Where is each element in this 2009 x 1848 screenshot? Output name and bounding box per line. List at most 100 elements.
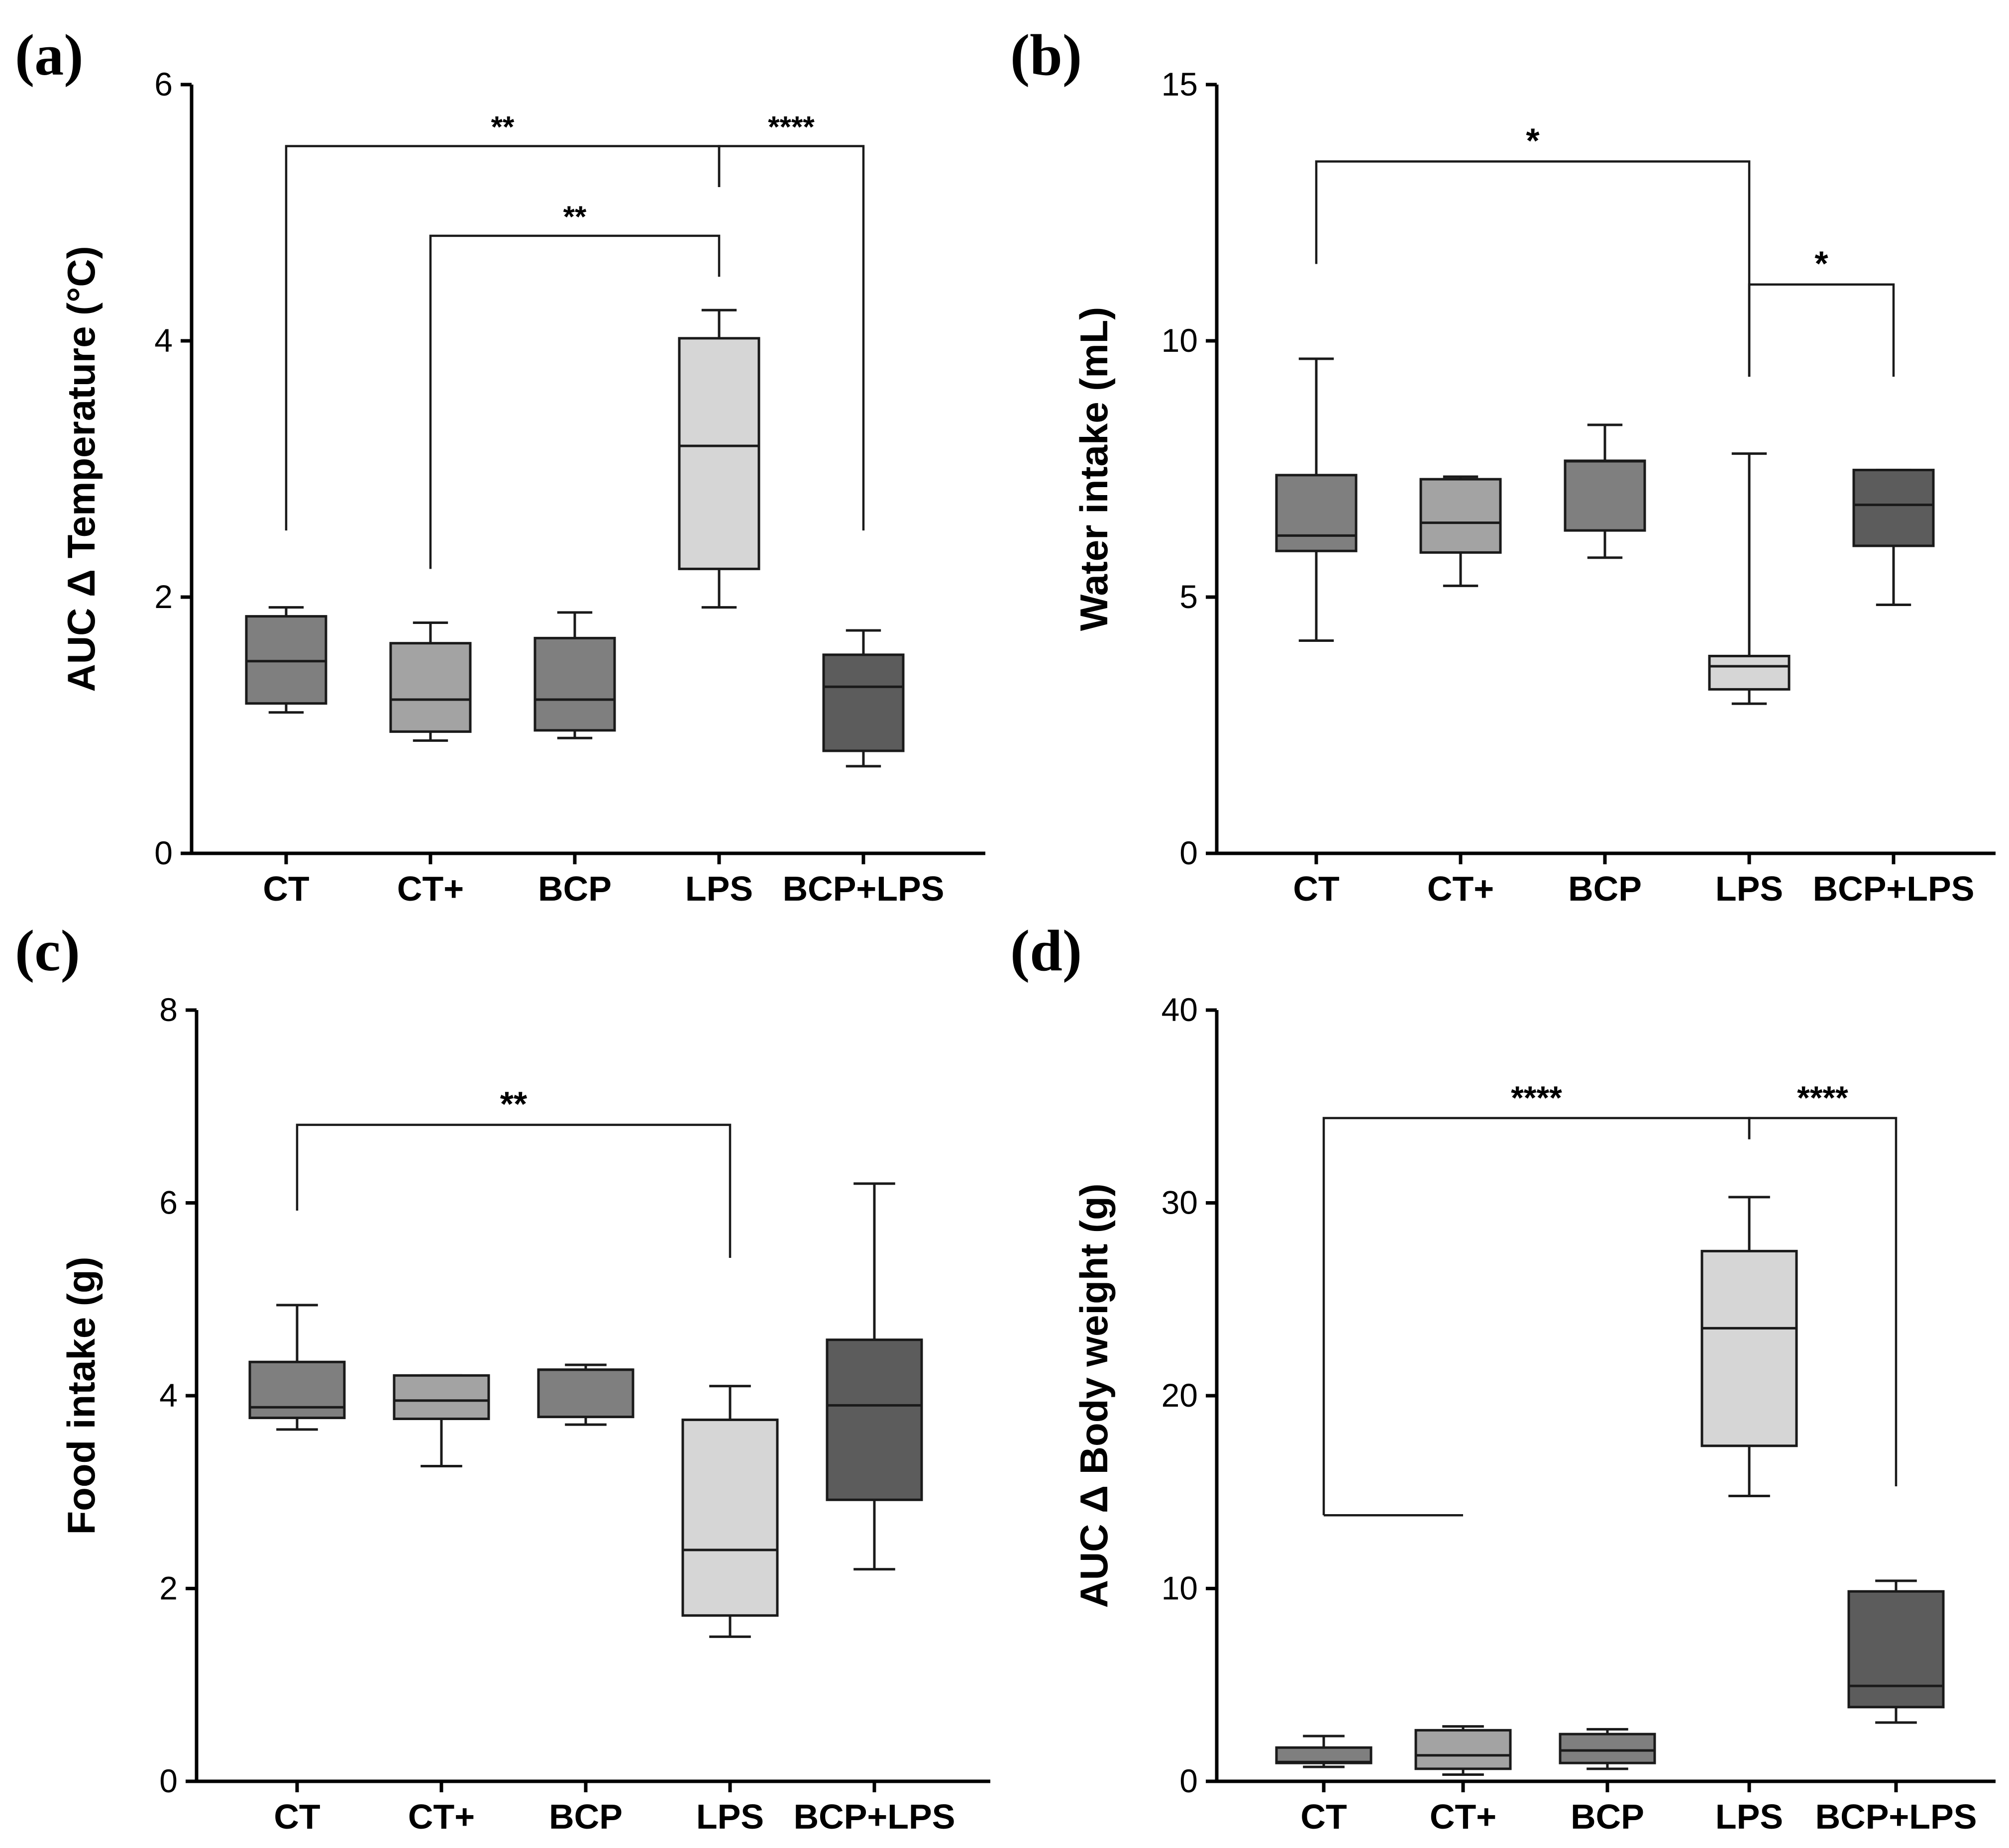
bracket-line — [1748, 283, 1895, 377]
x-tick-label-bcp: BCP — [538, 869, 612, 908]
panel-label: (b) — [1010, 22, 1082, 88]
x-tick-label-bcp: BCP — [1571, 1797, 1644, 1836]
panel-c: (c) Food intake (g) 0 2 4 6 8 CT CT+ BCP LPS BCP+LP… — [15, 918, 990, 1836]
iqr-box — [1414, 1729, 1512, 1770]
y-tick-label: 6 — [154, 66, 173, 103]
x-tick-label-ct: CT — [1300, 1797, 1347, 1836]
bracket-line — [285, 145, 721, 531]
x-tick-label-bcp-pluslps: BCP+LPS — [794, 1797, 955, 1836]
box-bcp-pluslps — [1852, 469, 1935, 606]
significance-bracket: **** — [1322, 1079, 1751, 1517]
box-ct — [1275, 357, 1358, 642]
x-tick-label-ct-plus: CT+ — [397, 869, 464, 908]
box-bcp-pluslps — [826, 1182, 923, 1571]
significance-label: ** — [500, 1085, 528, 1124]
y-axis-title: AUC Δ Temperature (°C) — [59, 246, 103, 692]
y-tick-label: 20 — [1162, 1377, 1198, 1414]
box-lps — [1708, 452, 1791, 705]
iqr-box — [1275, 1746, 1373, 1764]
y-tick-label: 2 — [159, 1570, 178, 1607]
iqr-box — [1708, 654, 1791, 691]
significance-bracket: * — [1748, 244, 1895, 377]
iqr-box — [1564, 459, 1646, 532]
y-tick-label: 8 — [159, 991, 178, 1028]
significance-bracket: ** — [285, 110, 721, 531]
bracket-line — [718, 145, 865, 531]
y-tick-label: 15 — [1162, 66, 1198, 103]
panel-label: (d) — [1010, 918, 1082, 983]
panel-label: (c) — [15, 918, 80, 983]
x-tick-label-bcp-pluslps: BCP+LPS — [1813, 869, 1975, 908]
y-tick-label: 0 — [1179, 834, 1198, 871]
significance-label: **** — [1511, 1079, 1562, 1116]
x-tick-label-lps: LPS — [1715, 1797, 1783, 1836]
box-bcp — [1559, 1728, 1656, 1770]
x-tick-label-ct: CT — [274, 1797, 320, 1836]
y-tick-label: 10 — [1162, 1570, 1198, 1607]
box-bcp-pluslps — [1847, 1579, 1945, 1724]
box-ct — [248, 1304, 346, 1431]
x-tick-label-ct: CT — [263, 869, 309, 908]
y-axis-title: Water intake (mL) — [1072, 307, 1116, 631]
box-lps — [1700, 1196, 1798, 1497]
box-lps — [681, 1385, 779, 1638]
x-tick-label-ct-plus: CT+ — [1427, 869, 1494, 908]
iqr-box — [822, 653, 905, 752]
panel-d: (d) AUC Δ Body weight (g) 0 10 20 30 40 CT CT+ BC… — [1010, 918, 1996, 1836]
y-tick-label: 0 — [159, 1762, 178, 1799]
significance-bracket: * — [1315, 121, 1751, 377]
x-tick-label-bcp-pluslps: BCP+LPS — [783, 869, 945, 908]
y-axis-title: Food intake (g) — [59, 1257, 103, 1535]
x-tick-label-bcp: BCP — [1568, 869, 1642, 908]
box-bcp — [1564, 423, 1646, 559]
iqr-box — [248, 1360, 346, 1420]
significance-label: ** — [491, 110, 515, 144]
box-bcp — [537, 1363, 634, 1426]
box-ct-plus — [393, 1374, 490, 1467]
bracket-line — [296, 1124, 732, 1258]
iqr-box — [1700, 1249, 1798, 1447]
x-tick-label-lps: LPS — [1715, 869, 1783, 908]
y-tick-label: 2 — [154, 578, 173, 615]
iqr-box — [678, 337, 760, 570]
x-tick-label-ct: CT — [1293, 869, 1339, 908]
box-ct-plus — [389, 621, 472, 742]
box-ct-plus — [1414, 1725, 1512, 1776]
iqr-box — [393, 1374, 490, 1420]
x-tick-label-ct-plus: CT+ — [1430, 1797, 1496, 1836]
x-tick-label-ct-plus: CT+ — [408, 1797, 475, 1836]
y-tick-label: 0 — [154, 834, 173, 871]
x-tick-label-lps: LPS — [685, 869, 753, 908]
significance-label: * — [1814, 244, 1828, 283]
significance-bracket: ** — [429, 200, 721, 569]
iqr-box — [681, 1418, 779, 1617]
bracket-line — [1322, 1117, 1751, 1516]
y-tick-label: 6 — [159, 1184, 178, 1221]
y-tick-label: 40 — [1162, 991, 1198, 1028]
box-bcp — [533, 611, 616, 739]
bracket-line — [1748, 1117, 1898, 1487]
y-tick-label: 4 — [159, 1377, 178, 1414]
panel-b: (b) Water intake (mL) 0 5 10 15 CT CT+ BCP LPS BCP… — [1010, 22, 1996, 908]
iqr-box — [826, 1338, 923, 1501]
iqr-box — [1275, 474, 1358, 552]
box-bcp-pluslps — [822, 629, 905, 768]
panel-a: (a) AUC Δ Temperature (°C) 0 2 4 6 CT CT+ BCP LPS… — [15, 22, 985, 908]
y-tick-label: 30 — [1162, 1184, 1198, 1221]
iqr-box — [1559, 1733, 1656, 1764]
iqr-box — [389, 642, 472, 733]
y-tick-label: 4 — [154, 322, 173, 359]
iqr-box — [245, 615, 327, 705]
significance-label: * — [1526, 121, 1540, 160]
x-tick-label-bcp: BCP — [549, 1797, 623, 1836]
iqr-box — [1847, 1590, 1945, 1709]
box-lps — [678, 308, 760, 609]
iqr-box — [533, 636, 616, 732]
box-ct-plus — [1419, 475, 1502, 587]
iqr-box — [537, 1368, 634, 1419]
significance-label: **** — [1797, 1079, 1848, 1116]
box-ct — [245, 606, 327, 714]
y-axis-title: AUC Δ Body weight (g) — [1072, 1183, 1116, 1608]
bracket-line — [1315, 160, 1751, 377]
